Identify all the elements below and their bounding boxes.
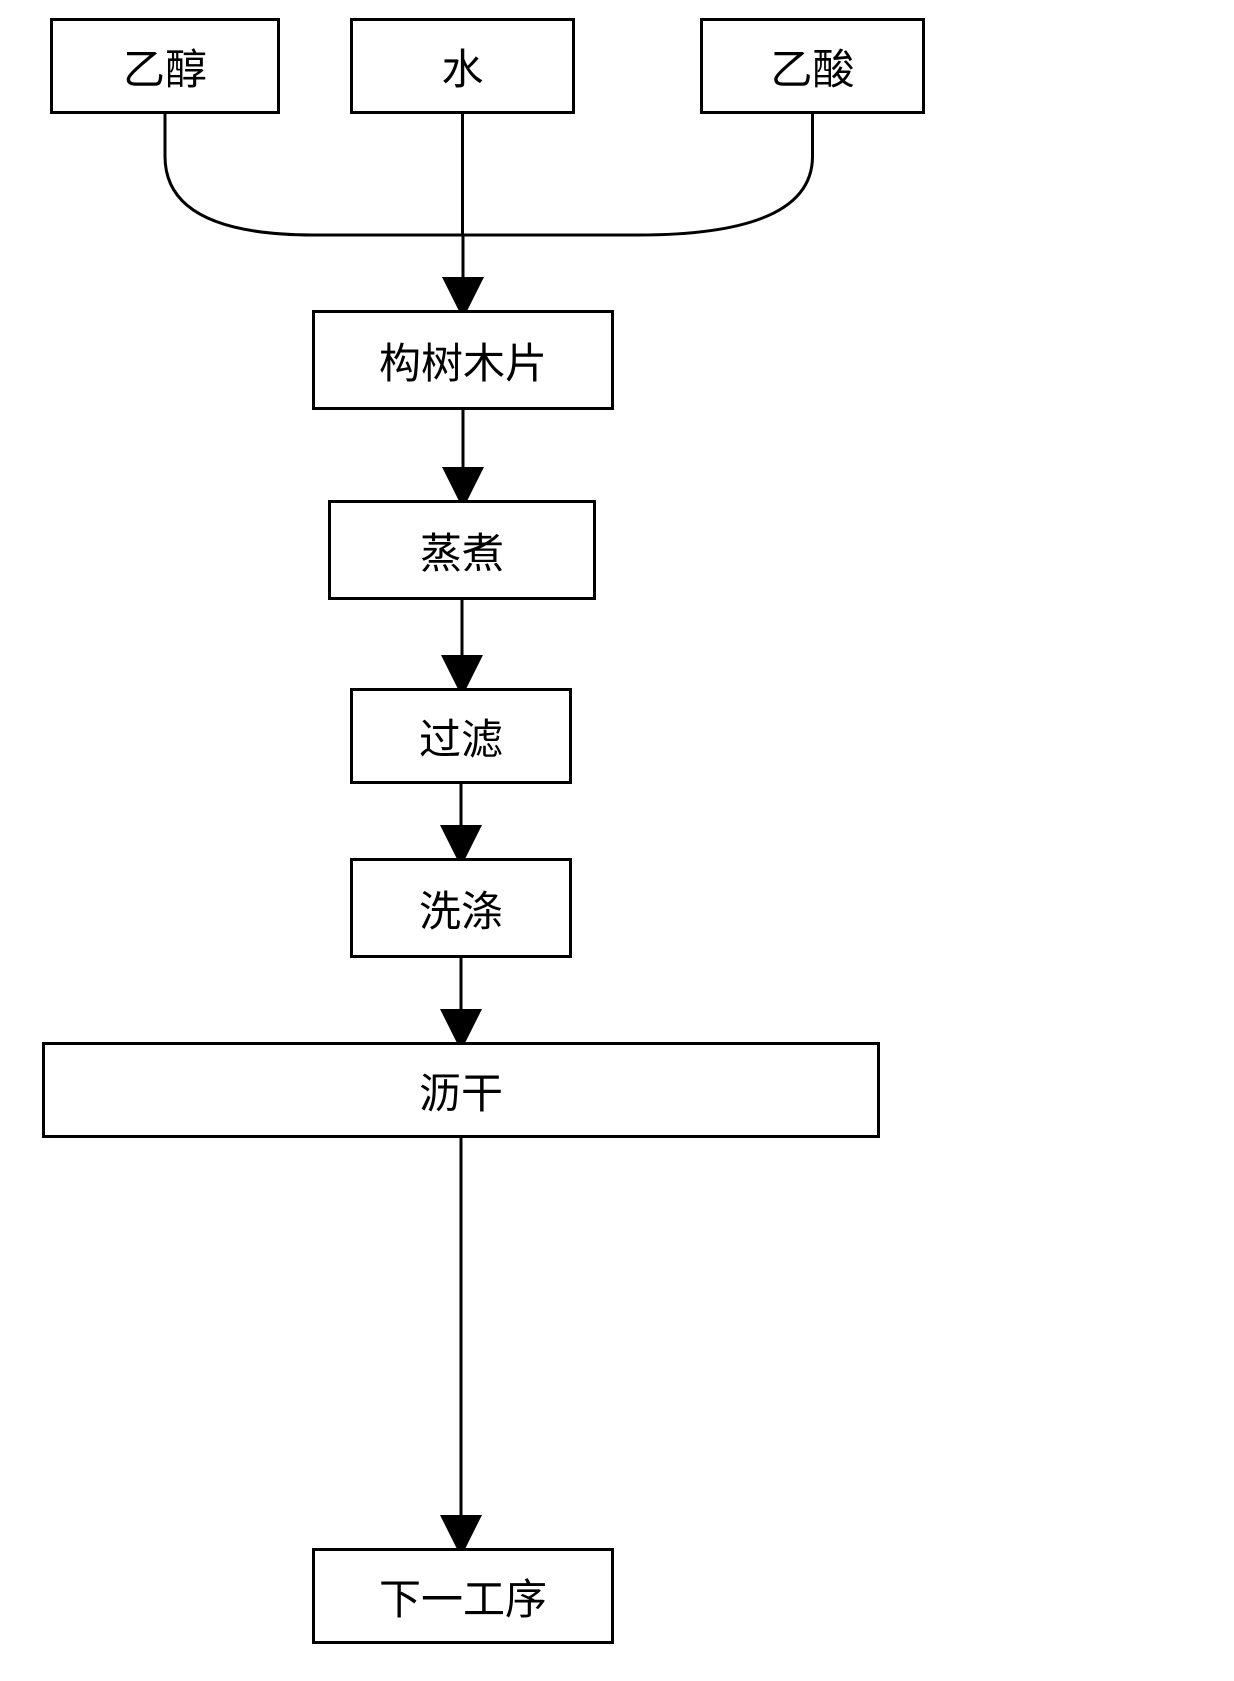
flowchart-node-n3: 乙酸 bbox=[700, 18, 925, 114]
node-label: 构树木片 bbox=[379, 330, 547, 391]
node-label: 蒸煮 bbox=[420, 520, 504, 581]
flowchart-node-n6: 过滤 bbox=[350, 688, 572, 784]
node-label: 下一工序 bbox=[379, 1566, 547, 1627]
flowchart-connectors bbox=[0, 0, 1234, 1681]
flowchart-node-n8: 沥干 bbox=[42, 1042, 880, 1138]
node-label: 洗涤 bbox=[419, 878, 503, 939]
node-label: 乙酸 bbox=[770, 36, 854, 97]
node-label: 水 bbox=[441, 36, 483, 97]
node-label: 乙醇 bbox=[123, 36, 207, 97]
flowchart-node-n2: 水 bbox=[350, 18, 575, 114]
flowchart-node-n5: 蒸煮 bbox=[328, 500, 596, 600]
node-label: 过滤 bbox=[419, 706, 503, 767]
flowchart-node-n1: 乙醇 bbox=[50, 18, 280, 114]
node-label: 沥干 bbox=[419, 1060, 503, 1121]
flowchart-node-n9: 下一工序 bbox=[312, 1548, 614, 1644]
flowchart-node-n4: 构树木片 bbox=[312, 310, 614, 410]
flowchart-node-n7: 洗涤 bbox=[350, 858, 572, 958]
